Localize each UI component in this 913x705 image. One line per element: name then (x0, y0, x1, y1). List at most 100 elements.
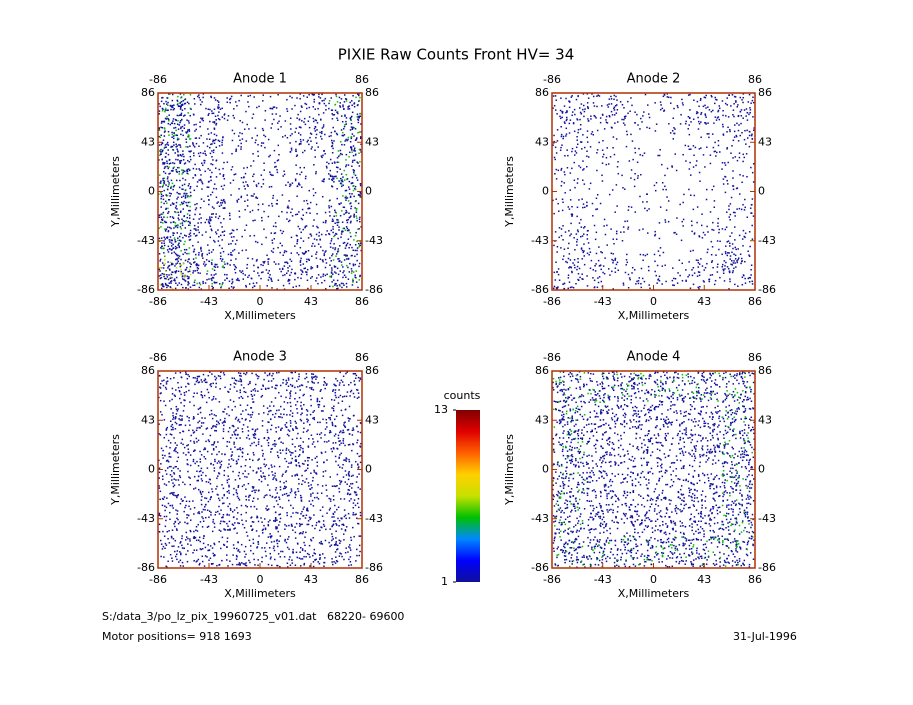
count-dot (273, 439, 276, 442)
count-dot (640, 283, 642, 285)
count-dot (659, 101, 662, 103)
count-dot (718, 248, 720, 251)
count-dot (603, 225, 605, 227)
count-dot (257, 272, 259, 274)
count-dot (278, 496, 280, 499)
count-dot (194, 213, 196, 216)
count-dot (338, 389, 340, 391)
count-dot (276, 519, 278, 521)
count-dot (733, 103, 735, 105)
count-dot (346, 219, 348, 222)
count-dot (353, 213, 356, 216)
count-dot (352, 264, 355, 267)
count-dot (348, 216, 351, 219)
count-dot (188, 282, 190, 285)
count-dot (610, 103, 613, 105)
count-dot (677, 272, 679, 274)
x-tick-label: 43 (697, 295, 711, 308)
count-dot (188, 505, 190, 508)
count-dot (201, 254, 203, 256)
count-dot (170, 434, 173, 436)
count-dot (197, 475, 200, 477)
count-dot (288, 524, 290, 527)
count-dot (213, 122, 216, 124)
count-dot (163, 275, 165, 278)
count-dot (695, 112, 698, 115)
count-dot (360, 193, 362, 195)
count-dot (742, 96, 744, 99)
count-dot (748, 254, 750, 256)
count-dot (196, 441, 198, 443)
count-dot (184, 279, 186, 282)
count-dot (206, 381, 208, 384)
count-dot (316, 122, 319, 124)
count-dot (265, 269, 268, 271)
count-dot (317, 243, 320, 245)
count-dot (270, 401, 273, 403)
count-dot (616, 109, 619, 111)
count-dot (161, 218, 164, 221)
count-dot (209, 152, 212, 155)
count-dot (325, 250, 327, 252)
count-dot (554, 146, 557, 149)
count-dot (281, 507, 284, 509)
count-dot (559, 117, 562, 120)
count-dot (346, 227, 349, 230)
count-dot (601, 251, 603, 254)
count-dot (602, 153, 605, 156)
count-dot (298, 464, 301, 467)
count-dot (196, 234, 198, 237)
count-dot (323, 253, 326, 255)
count-dot (301, 462, 304, 465)
count-dot (302, 263, 305, 265)
count-dot (310, 140, 312, 142)
count-dot (171, 277, 173, 279)
count-dot (170, 245, 173, 247)
count-dot (325, 418, 328, 421)
count-dot (665, 209, 668, 211)
count-dot (347, 472, 350, 475)
count-dot (333, 448, 335, 450)
count-dot (170, 145, 173, 148)
count-dot (333, 235, 335, 238)
count-dot (584, 206, 586, 209)
count-dot (334, 109, 337, 112)
count-dot (278, 498, 281, 500)
count-dot (300, 500, 303, 502)
top-tick-label: -86 (149, 73, 167, 86)
count-dot (182, 103, 184, 106)
count-dot (188, 247, 191, 249)
count-dot (746, 119, 749, 121)
count-dot (161, 126, 164, 129)
count-dot (178, 424, 181, 426)
count-dot (194, 270, 196, 272)
count-dot (305, 199, 308, 202)
count-dot (317, 382, 319, 384)
count-dot (203, 200, 205, 203)
count-dot (607, 268, 610, 270)
count-dot (179, 470, 181, 472)
count-dot (749, 245, 751, 248)
count-dot (160, 195, 163, 198)
count-dot (333, 175, 335, 178)
count-dot (205, 474, 207, 477)
count-dot (656, 264, 659, 267)
count-dot (742, 101, 744, 104)
count-dot (174, 239, 176, 241)
count-dot (576, 229, 579, 231)
count-dot (172, 428, 174, 431)
count-dot (562, 255, 565, 257)
count-dot (358, 262, 361, 265)
count-dot (341, 286, 343, 289)
count-dot (598, 246, 600, 248)
count-dot (732, 185, 735, 187)
count-dot (258, 105, 260, 108)
count-dot (341, 431, 344, 434)
count-dot (342, 128, 345, 130)
count-dot (687, 128, 689, 130)
count-dot (627, 112, 629, 115)
count-dot (260, 470, 262, 472)
count-dot (217, 101, 220, 103)
count-dot (271, 202, 273, 205)
count-dot (281, 268, 284, 271)
